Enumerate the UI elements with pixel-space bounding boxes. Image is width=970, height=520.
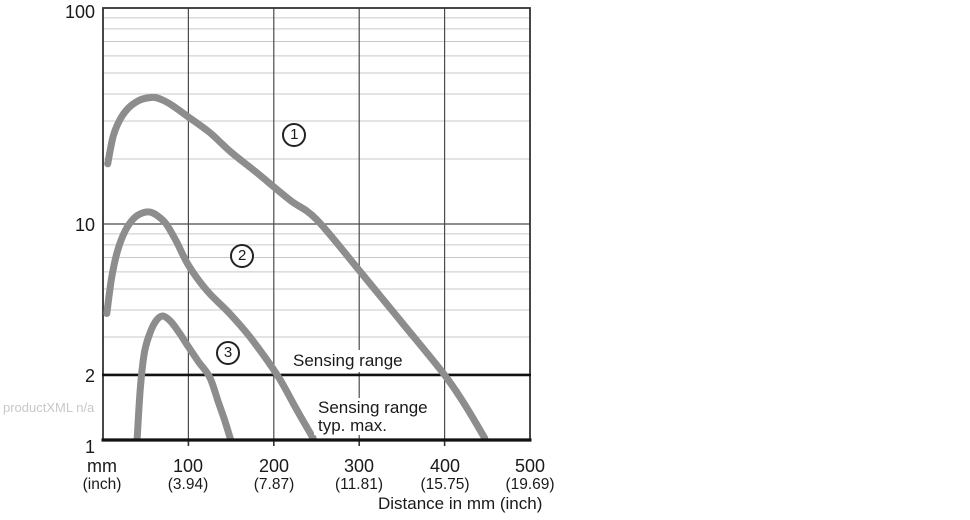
x-tick-mm: 500: [514, 456, 546, 476]
x-unit-inch: (inch): [82, 476, 122, 493]
x-tick-300: 300 (11.81): [317, 456, 401, 494]
x-tick-inch: (7.87): [253, 476, 295, 493]
x-tick-inch: (11.81): [335, 476, 383, 493]
sensing-range-label: Sensing range: [289, 350, 407, 372]
curve-3-marker: 3: [216, 340, 241, 365]
x-tick-mm: 200: [258, 456, 290, 476]
typ-max-line1: Sensing range: [318, 398, 428, 417]
x-tick-200: 200 (7.87): [232, 456, 316, 494]
x-unit-mm: mm: [87, 456, 117, 476]
x-tick-inch: (3.94): [167, 476, 209, 493]
curve-2-marker: 2: [230, 244, 255, 269]
x-tick-400: 400 (15.75): [403, 456, 487, 494]
sensing-curve-2: [103, 208, 317, 442]
y-tick-label-2: 2: [84, 366, 95, 386]
x-axis-unit-label: mm (inch): [60, 456, 144, 494]
x-tick-inch: (15.75): [420, 476, 470, 493]
sensing-curve-3: [133, 312, 234, 442]
x-tick-mm: 100: [172, 456, 204, 476]
x-axis-title: Distance in mm (inch): [378, 494, 543, 513]
sensing-range-typ-max-label: Sensing range typ. max.: [314, 398, 432, 435]
x-tick-500: 500 (19.69): [488, 456, 572, 494]
y-tick-label-100: 100: [64, 2, 95, 22]
x-tick-inch: (19.69): [505, 476, 555, 493]
watermark-text: productXML n/a: [3, 400, 95, 415]
sensing-curve-1: [104, 93, 489, 442]
y-tick-label-1: 1: [84, 437, 95, 457]
x-tick-100: 100 (3.94): [146, 456, 230, 494]
x-tick-mm: 400: [429, 456, 461, 476]
y-tick-label-10: 10: [74, 215, 95, 235]
typ-max-line2: typ. max.: [318, 415, 387, 435]
curve-1-marker: 1: [282, 123, 307, 148]
x-tick-mm: 300: [343, 456, 375, 476]
